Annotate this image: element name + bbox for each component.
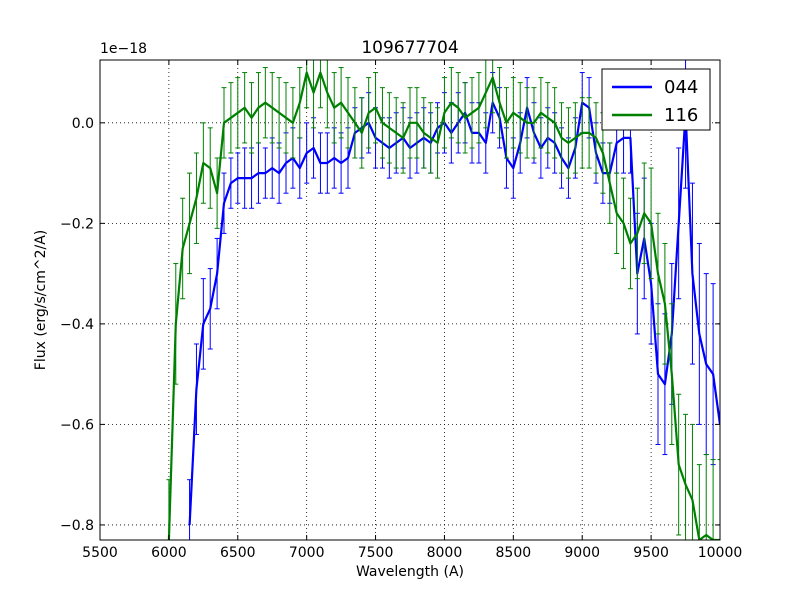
- x-tick-label: 5500: [82, 545, 118, 561]
- data-layer: [166, 60, 720, 540]
- x-tick-label: 8000: [427, 545, 463, 561]
- series-line-044: [188, 101, 720, 525]
- plot-frame: [99, 59, 721, 541]
- series-line-116: [167, 71, 720, 540]
- y-tick-label: −0.2: [60, 216, 94, 232]
- y-tick-label: −0.6: [60, 417, 94, 433]
- legend-box: [601, 68, 711, 131]
- y-tick-label: −0.4: [60, 317, 94, 333]
- y-tick-label: 0.0: [72, 116, 94, 132]
- x-tick-label: 9000: [564, 545, 600, 561]
- x-tick-label: 7500: [358, 545, 394, 561]
- x-tick-label: 7000: [289, 545, 325, 561]
- y-tick-label: −0.8: [60, 518, 94, 534]
- x-axis-label: Wavelength (A): [356, 564, 464, 580]
- legend-label-044: 044: [664, 77, 698, 98]
- legend: 044 116: [601, 68, 711, 131]
- y-offset-label: 1e−18: [100, 41, 147, 57]
- x-tick-label: 6000: [151, 545, 187, 561]
- y-axis-label: Flux (erg/s/cm^2/A): [33, 230, 49, 370]
- x-tick-label: 6500: [220, 545, 256, 561]
- chart-title: 109677704: [361, 38, 458, 58]
- x-tick-label: 8500: [496, 545, 532, 561]
- ticks: 5500 6000 6500 7000 7500 8000 8500 9000 9500 1000…: [60, 60, 742, 561]
- x-tick-label: 9500: [633, 545, 669, 561]
- series-116: [166, 60, 720, 540]
- legend-label-116: 116: [664, 105, 698, 126]
- x-tick-label: 10000: [698, 545, 743, 561]
